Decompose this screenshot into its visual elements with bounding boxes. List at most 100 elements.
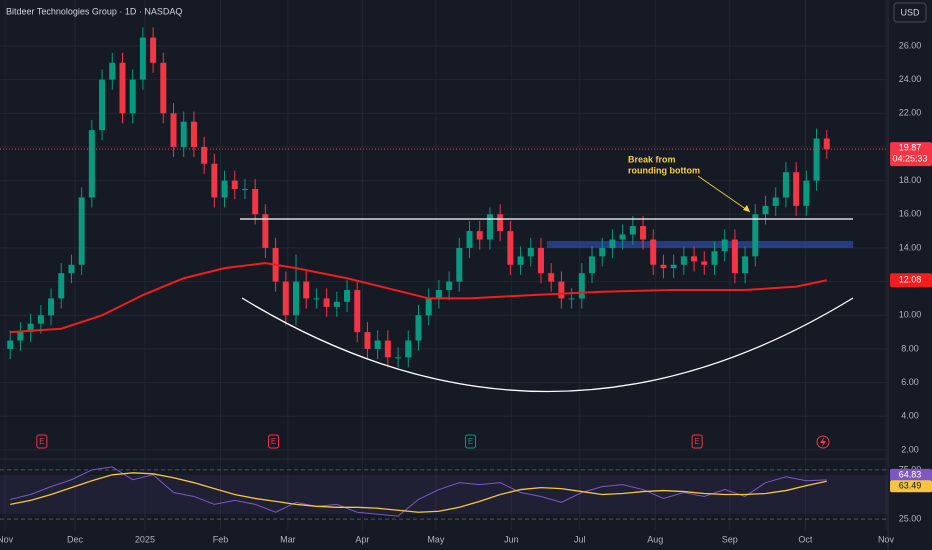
candle-body <box>691 256 698 262</box>
countdown: 04:25:33 <box>892 154 927 164</box>
candle-body <box>241 189 248 191</box>
rounding-bottom-arc <box>241 297 854 393</box>
x-tick-label: 2025 <box>135 534 155 544</box>
y-tick-label: 10.00 <box>899 310 922 320</box>
candle-body <box>466 231 473 248</box>
candle-body <box>231 180 238 190</box>
candle-body <box>793 172 800 206</box>
candle-body <box>17 332 24 341</box>
last-price-label: 19.87 <box>899 143 922 153</box>
last-price-badge <box>890 142 932 167</box>
candle-body <box>548 273 555 282</box>
candle-body <box>772 197 779 206</box>
candle-body <box>415 315 422 341</box>
candle-body <box>497 214 504 232</box>
x-tick-label: Dec <box>67 534 84 544</box>
candle-body <box>364 332 371 349</box>
candle-body <box>150 37 157 63</box>
candle-body <box>558 281 565 299</box>
x-tick-label: Mar <box>280 534 296 544</box>
rsi-line <box>10 466 827 517</box>
candle-body <box>731 239 738 274</box>
candle-body <box>48 298 55 316</box>
candle-body <box>303 281 310 299</box>
annotation-arrow <box>697 175 751 213</box>
candle-body <box>629 226 636 235</box>
x-tick-label: Aug <box>647 534 663 544</box>
plot <box>0 27 888 517</box>
candle-body <box>640 226 647 240</box>
candle-body <box>58 273 65 299</box>
candle-body <box>88 130 95 198</box>
candle-body <box>742 256 749 274</box>
candle-body <box>119 62 126 114</box>
candle-body <box>170 113 177 147</box>
x-tick-label: Jul <box>574 534 586 544</box>
earnings-icon <box>691 434 703 449</box>
y-tick-label: 4.00 <box>901 411 919 421</box>
candle-body <box>354 290 361 333</box>
candle-body <box>446 281 453 291</box>
candle-body <box>99 79 106 131</box>
y-tick-label: 6.00 <box>901 377 919 387</box>
candle-body <box>109 62 116 80</box>
candle-body <box>27 323 34 333</box>
y-tick-label: 26.00 <box>899 40 922 50</box>
rsi-value: 64.83 <box>899 469 922 479</box>
candle-body <box>425 298 432 316</box>
candle-body <box>395 357 402 359</box>
candle-body <box>160 62 167 114</box>
x-tick-label: Sep <box>722 534 738 544</box>
candle-body <box>333 301 340 307</box>
earnings-label: E <box>39 437 44 446</box>
candle-body <box>650 239 657 265</box>
y-tick-label: 16.00 <box>899 209 922 219</box>
candle-body <box>221 180 228 198</box>
x-tick-label: Apr <box>355 534 369 544</box>
ma-label: 12.08 <box>899 275 922 285</box>
earnings-icon <box>268 434 280 449</box>
y-tick-label: 8.00 <box>901 343 919 353</box>
candle-body <box>486 214 493 240</box>
candle-body <box>37 315 44 324</box>
candle-body <box>201 146 208 164</box>
annotation: rounding bottom <box>628 165 700 175</box>
candle-body <box>752 214 759 257</box>
candle-body <box>517 256 524 265</box>
candle-body <box>344 290 351 302</box>
candle-body <box>599 247 606 257</box>
x-tick-label: May <box>427 534 445 544</box>
candle-body <box>282 281 289 316</box>
rsi-line <box>10 472 827 513</box>
chart-title: Bitdeer Technologies Group · 1D · NASDAQ <box>6 6 182 16</box>
candle-body <box>721 239 728 252</box>
candle-body <box>782 172 789 198</box>
currency[interactable]: USD <box>900 7 920 17</box>
candle-body <box>78 197 85 265</box>
candle-body <box>139 37 146 80</box>
y-tick-label: 18.00 <box>899 175 922 185</box>
y-tick-label: 24.00 <box>899 74 922 84</box>
candle-body <box>435 290 442 299</box>
currency-button[interactable] <box>893 2 927 23</box>
candle-body <box>405 340 412 358</box>
earnings-label: E <box>694 437 699 446</box>
candle-body <box>711 251 718 265</box>
candle-body <box>252 189 259 215</box>
candle-body <box>660 264 667 269</box>
candle-body <box>670 264 677 269</box>
candle-body <box>527 247 534 257</box>
rsi-value: 63.49 <box>899 481 922 491</box>
candle-body <box>803 180 810 206</box>
earnings-label: E <box>271 437 276 446</box>
earnings-label: E <box>468 437 473 446</box>
x-tick-label: Nov <box>878 534 895 544</box>
candle-body <box>762 205 769 215</box>
support-zone <box>547 241 853 248</box>
candle-body <box>180 121 187 147</box>
candle-body <box>384 340 391 358</box>
candle-body <box>476 231 483 240</box>
candle-body <box>701 261 708 265</box>
grid <box>0 0 888 530</box>
